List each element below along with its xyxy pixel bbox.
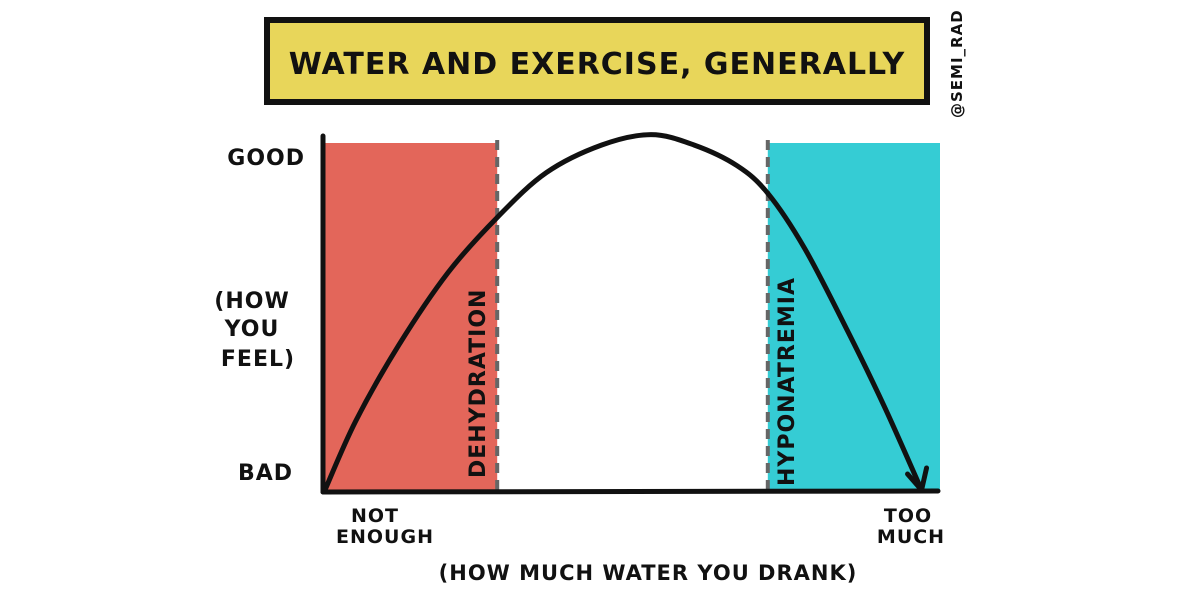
y-label-line-1: (HOW: [214, 289, 289, 314]
y-label-line-3: FEEL): [221, 347, 295, 372]
y-label-line-2: YOU: [224, 317, 280, 342]
title-box: WATER AND EXERCISE, GENERALLY: [264, 17, 930, 105]
region-label-hyponatremia: HYPONATREMIA: [775, 277, 800, 486]
x-axis: [320, 488, 941, 495]
series-line: [322, 132, 925, 493]
chart-title: WATER AND EXERCISE, GENERALLY: [289, 47, 906, 82]
y-tick-good: GOOD: [227, 146, 305, 171]
credit-watermark: @SEMI_RAD: [948, 9, 966, 118]
region-label-dehydration: DEHYDRATION: [466, 289, 491, 478]
region-hyponatremia: [767, 143, 940, 490]
title-box-background: [264, 17, 930, 105]
x-axis-label: (HOW MUCH WATER YOU DRANK): [439, 561, 858, 585]
x-tick-low-line-2: ENOUGH: [336, 526, 434, 548]
x-tick-high-line-2: MUCH: [877, 526, 945, 548]
x-tick-high-line-1: TOO: [884, 505, 932, 527]
y-tick-bad: BAD: [238, 461, 293, 486]
regions: DEHYDRATION HYPONATREMIA: [325, 140, 940, 490]
x-tick-low-line-1: NOT: [351, 505, 399, 527]
region-dehydration: [325, 143, 498, 490]
